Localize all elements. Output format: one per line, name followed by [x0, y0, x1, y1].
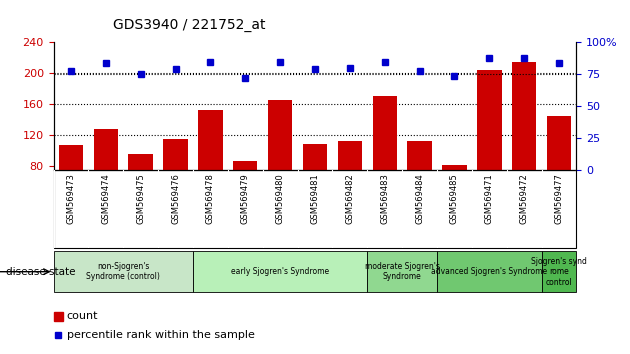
Text: GSM569485: GSM569485 — [450, 173, 459, 224]
Bar — [338, 141, 362, 228]
Text: advanced Sjogren's Syndrome: advanced Sjogren's Syndrome — [432, 267, 547, 276]
FancyBboxPatch shape — [54, 251, 193, 292]
Bar — [547, 116, 571, 228]
Bar — [477, 69, 501, 228]
FancyBboxPatch shape — [367, 251, 437, 292]
Bar — [54, 312, 63, 321]
Bar — [129, 154, 153, 228]
Text: GSM569477: GSM569477 — [554, 173, 563, 224]
Text: GSM569471: GSM569471 — [485, 173, 494, 224]
FancyBboxPatch shape — [193, 251, 367, 292]
Bar — [163, 139, 188, 228]
Text: GSM569482: GSM569482 — [345, 173, 354, 224]
Text: GSM569473: GSM569473 — [67, 173, 76, 224]
Text: GSM569475: GSM569475 — [136, 173, 145, 224]
Text: GSM569479: GSM569479 — [241, 173, 249, 224]
Text: disease state: disease state — [6, 267, 76, 277]
Text: early Sjogren's Syndrome: early Sjogren's Syndrome — [231, 267, 329, 276]
Bar — [442, 165, 467, 228]
Bar — [512, 62, 536, 228]
Text: GSM569474: GSM569474 — [101, 173, 110, 224]
Bar — [303, 144, 327, 228]
Text: moderate Sjogren's
Syndrome: moderate Sjogren's Syndrome — [365, 262, 440, 281]
Bar — [268, 101, 292, 228]
Text: GSM569472: GSM569472 — [520, 173, 529, 224]
Text: GSM569478: GSM569478 — [206, 173, 215, 224]
Text: GSM569484: GSM569484 — [415, 173, 424, 224]
Text: GSM569476: GSM569476 — [171, 173, 180, 224]
Text: Sjogren's synd
rome
control: Sjogren's synd rome control — [531, 257, 587, 287]
Text: GSM569481: GSM569481 — [311, 173, 319, 224]
Bar — [59, 145, 83, 228]
Bar — [408, 141, 432, 228]
Text: non-Sjogren's
Syndrome (control): non-Sjogren's Syndrome (control) — [86, 262, 160, 281]
Bar — [94, 129, 118, 228]
Bar — [198, 110, 222, 228]
Bar — [372, 96, 397, 228]
FancyBboxPatch shape — [437, 251, 542, 292]
Bar — [233, 161, 258, 228]
Text: GSM569483: GSM569483 — [381, 173, 389, 224]
FancyBboxPatch shape — [542, 251, 576, 292]
Text: count: count — [67, 312, 98, 321]
Text: GDS3940 / 221752_at: GDS3940 / 221752_at — [113, 18, 266, 32]
Text: GSM569480: GSM569480 — [276, 173, 285, 224]
Text: percentile rank within the sample: percentile rank within the sample — [67, 330, 255, 339]
